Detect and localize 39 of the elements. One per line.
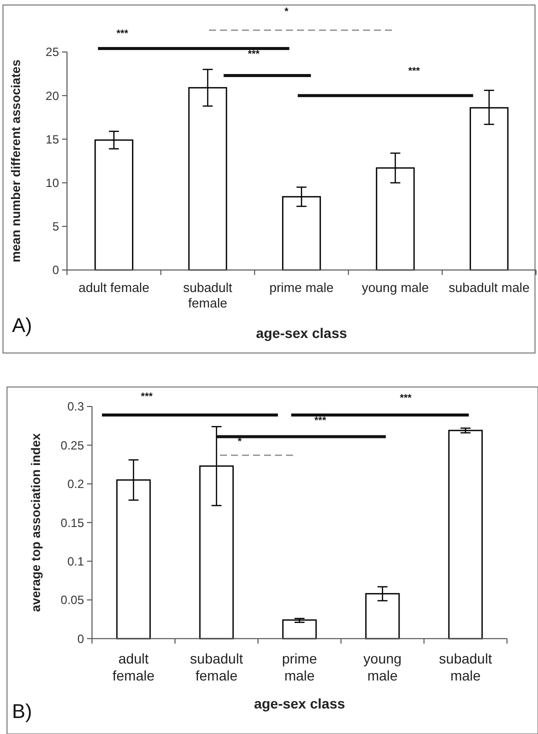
y-axis-title: mean number different associates bbox=[9, 60, 23, 262]
x-tick-label: prime male bbox=[269, 280, 334, 295]
y-tick-label: 0.1 bbox=[67, 554, 84, 568]
annotation: *** bbox=[248, 49, 260, 60]
bar bbox=[282, 619, 317, 640]
x-tick-label: young male bbox=[362, 280, 429, 295]
y-tick-label: 0.15 bbox=[60, 516, 84, 530]
y-tick-label: 15 bbox=[46, 132, 60, 146]
y-tick-label: 0.2 bbox=[67, 477, 84, 492]
y-tick-label: 25 bbox=[46, 45, 60, 60]
y-axis-title: average top association index bbox=[29, 433, 43, 612]
y-tick-label: 0 bbox=[52, 263, 60, 278]
x-tick-label: prime male bbox=[282, 650, 318, 684]
text: *** bbox=[400, 393, 412, 404]
annotation: *** bbox=[408, 66, 420, 77]
x-axis-title: age-sex class bbox=[254, 696, 346, 712]
y-tick-label: 5 bbox=[52, 220, 60, 234]
x-tick-label: subadult female bbox=[183, 280, 233, 311]
x-tick-label: subadult male bbox=[448, 280, 530, 295]
text: * bbox=[284, 6, 289, 18]
x-tick-label: adult female bbox=[112, 650, 155, 684]
x-tick-label: adult female bbox=[78, 280, 150, 295]
annotation: * bbox=[238, 436, 242, 448]
text: B) bbox=[12, 701, 32, 723]
y-tick-label: 0.05 bbox=[60, 593, 84, 608]
y-tick-label: 0.3 bbox=[67, 400, 84, 414]
annotation: *** bbox=[314, 416, 326, 427]
text: *** bbox=[140, 392, 153, 403]
x-axis-title: age-sex class bbox=[256, 325, 348, 341]
y-tick-label: 0.25 bbox=[60, 438, 84, 452]
x-tick-label: subadult male bbox=[439, 650, 492, 684]
y-tick-label: 10 bbox=[46, 176, 60, 190]
x-tick-label: young male bbox=[363, 650, 402, 684]
text: A) bbox=[12, 315, 32, 337]
x-tick-label: subadult female bbox=[190, 650, 244, 684]
y-tick-label: 0 bbox=[77, 632, 84, 646]
y-tick-label: 20 bbox=[46, 88, 60, 103]
text: *** bbox=[116, 28, 128, 40]
bar bbox=[448, 430, 483, 640]
